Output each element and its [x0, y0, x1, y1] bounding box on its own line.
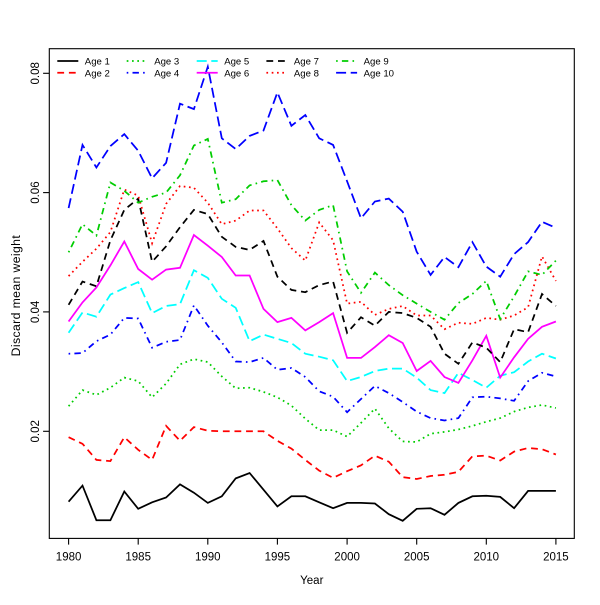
- svg-text:Year: Year: [300, 575, 323, 587]
- svg-text:Discard mean weight: Discard mean weight: [9, 235, 23, 357]
- svg-text:2000: 2000: [334, 552, 360, 564]
- svg-text:0.04: 0.04: [30, 300, 42, 323]
- svg-text:Age 2: Age 2: [85, 68, 110, 79]
- svg-text:Age 1: Age 1: [85, 57, 110, 68]
- svg-text:2015: 2015: [543, 552, 569, 564]
- svg-text:1985: 1985: [125, 552, 151, 564]
- svg-text:0.08: 0.08: [30, 62, 42, 84]
- svg-text:2005: 2005: [404, 552, 430, 564]
- svg-text:Age 10: Age 10: [364, 68, 394, 79]
- svg-text:Age 9: Age 9: [364, 57, 389, 68]
- svg-text:0.02: 0.02: [30, 420, 42, 442]
- svg-text:Age 3: Age 3: [154, 57, 179, 68]
- svg-text:Age 4: Age 4: [154, 68, 180, 79]
- svg-text:Age 8: Age 8: [294, 68, 319, 79]
- svg-text:1995: 1995: [265, 552, 291, 564]
- svg-text:0.06: 0.06: [30, 181, 42, 203]
- svg-text:Age 5: Age 5: [224, 57, 249, 68]
- svg-text:Age 7: Age 7: [294, 57, 319, 68]
- svg-text:1980: 1980: [56, 552, 82, 564]
- svg-text:1990: 1990: [195, 552, 221, 564]
- svg-text:2010: 2010: [474, 552, 500, 564]
- svg-text:Age 6: Age 6: [224, 68, 249, 79]
